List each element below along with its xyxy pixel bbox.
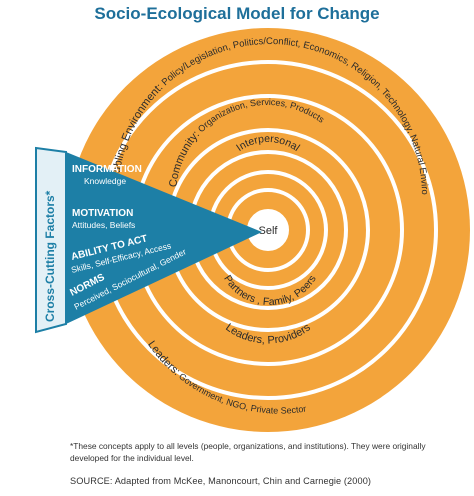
svg-text:MOTIVATION: MOTIVATION [72, 208, 133, 219]
svg-text:Knowledge: Knowledge [84, 176, 126, 186]
factor-information: INFORMATION Knowledge [72, 164, 142, 186]
svg-text:Attitudes, Beliefs: Attitudes, Beliefs [72, 220, 135, 230]
socio-ecological-diagram: Enabling Environment: Policy/Legislation… [0, 0, 470, 432]
crosscutting-wedge [66, 152, 262, 324]
label-self: Self [259, 225, 279, 237]
source-citation: SOURCE: Adapted from McKee, Manoncourt, … [70, 476, 372, 486]
footnote: *These concepts apply to all levels (peo… [70, 441, 426, 463]
crosscutting-label: Cross-Cutting Factors* [43, 190, 57, 322]
factor-motivation: MOTIVATION Attitudes, Beliefs [72, 208, 135, 230]
svg-text:INFORMATION: INFORMATION [72, 164, 142, 175]
diagram-title: Socio-Ecological Model for Change [94, 4, 380, 23]
